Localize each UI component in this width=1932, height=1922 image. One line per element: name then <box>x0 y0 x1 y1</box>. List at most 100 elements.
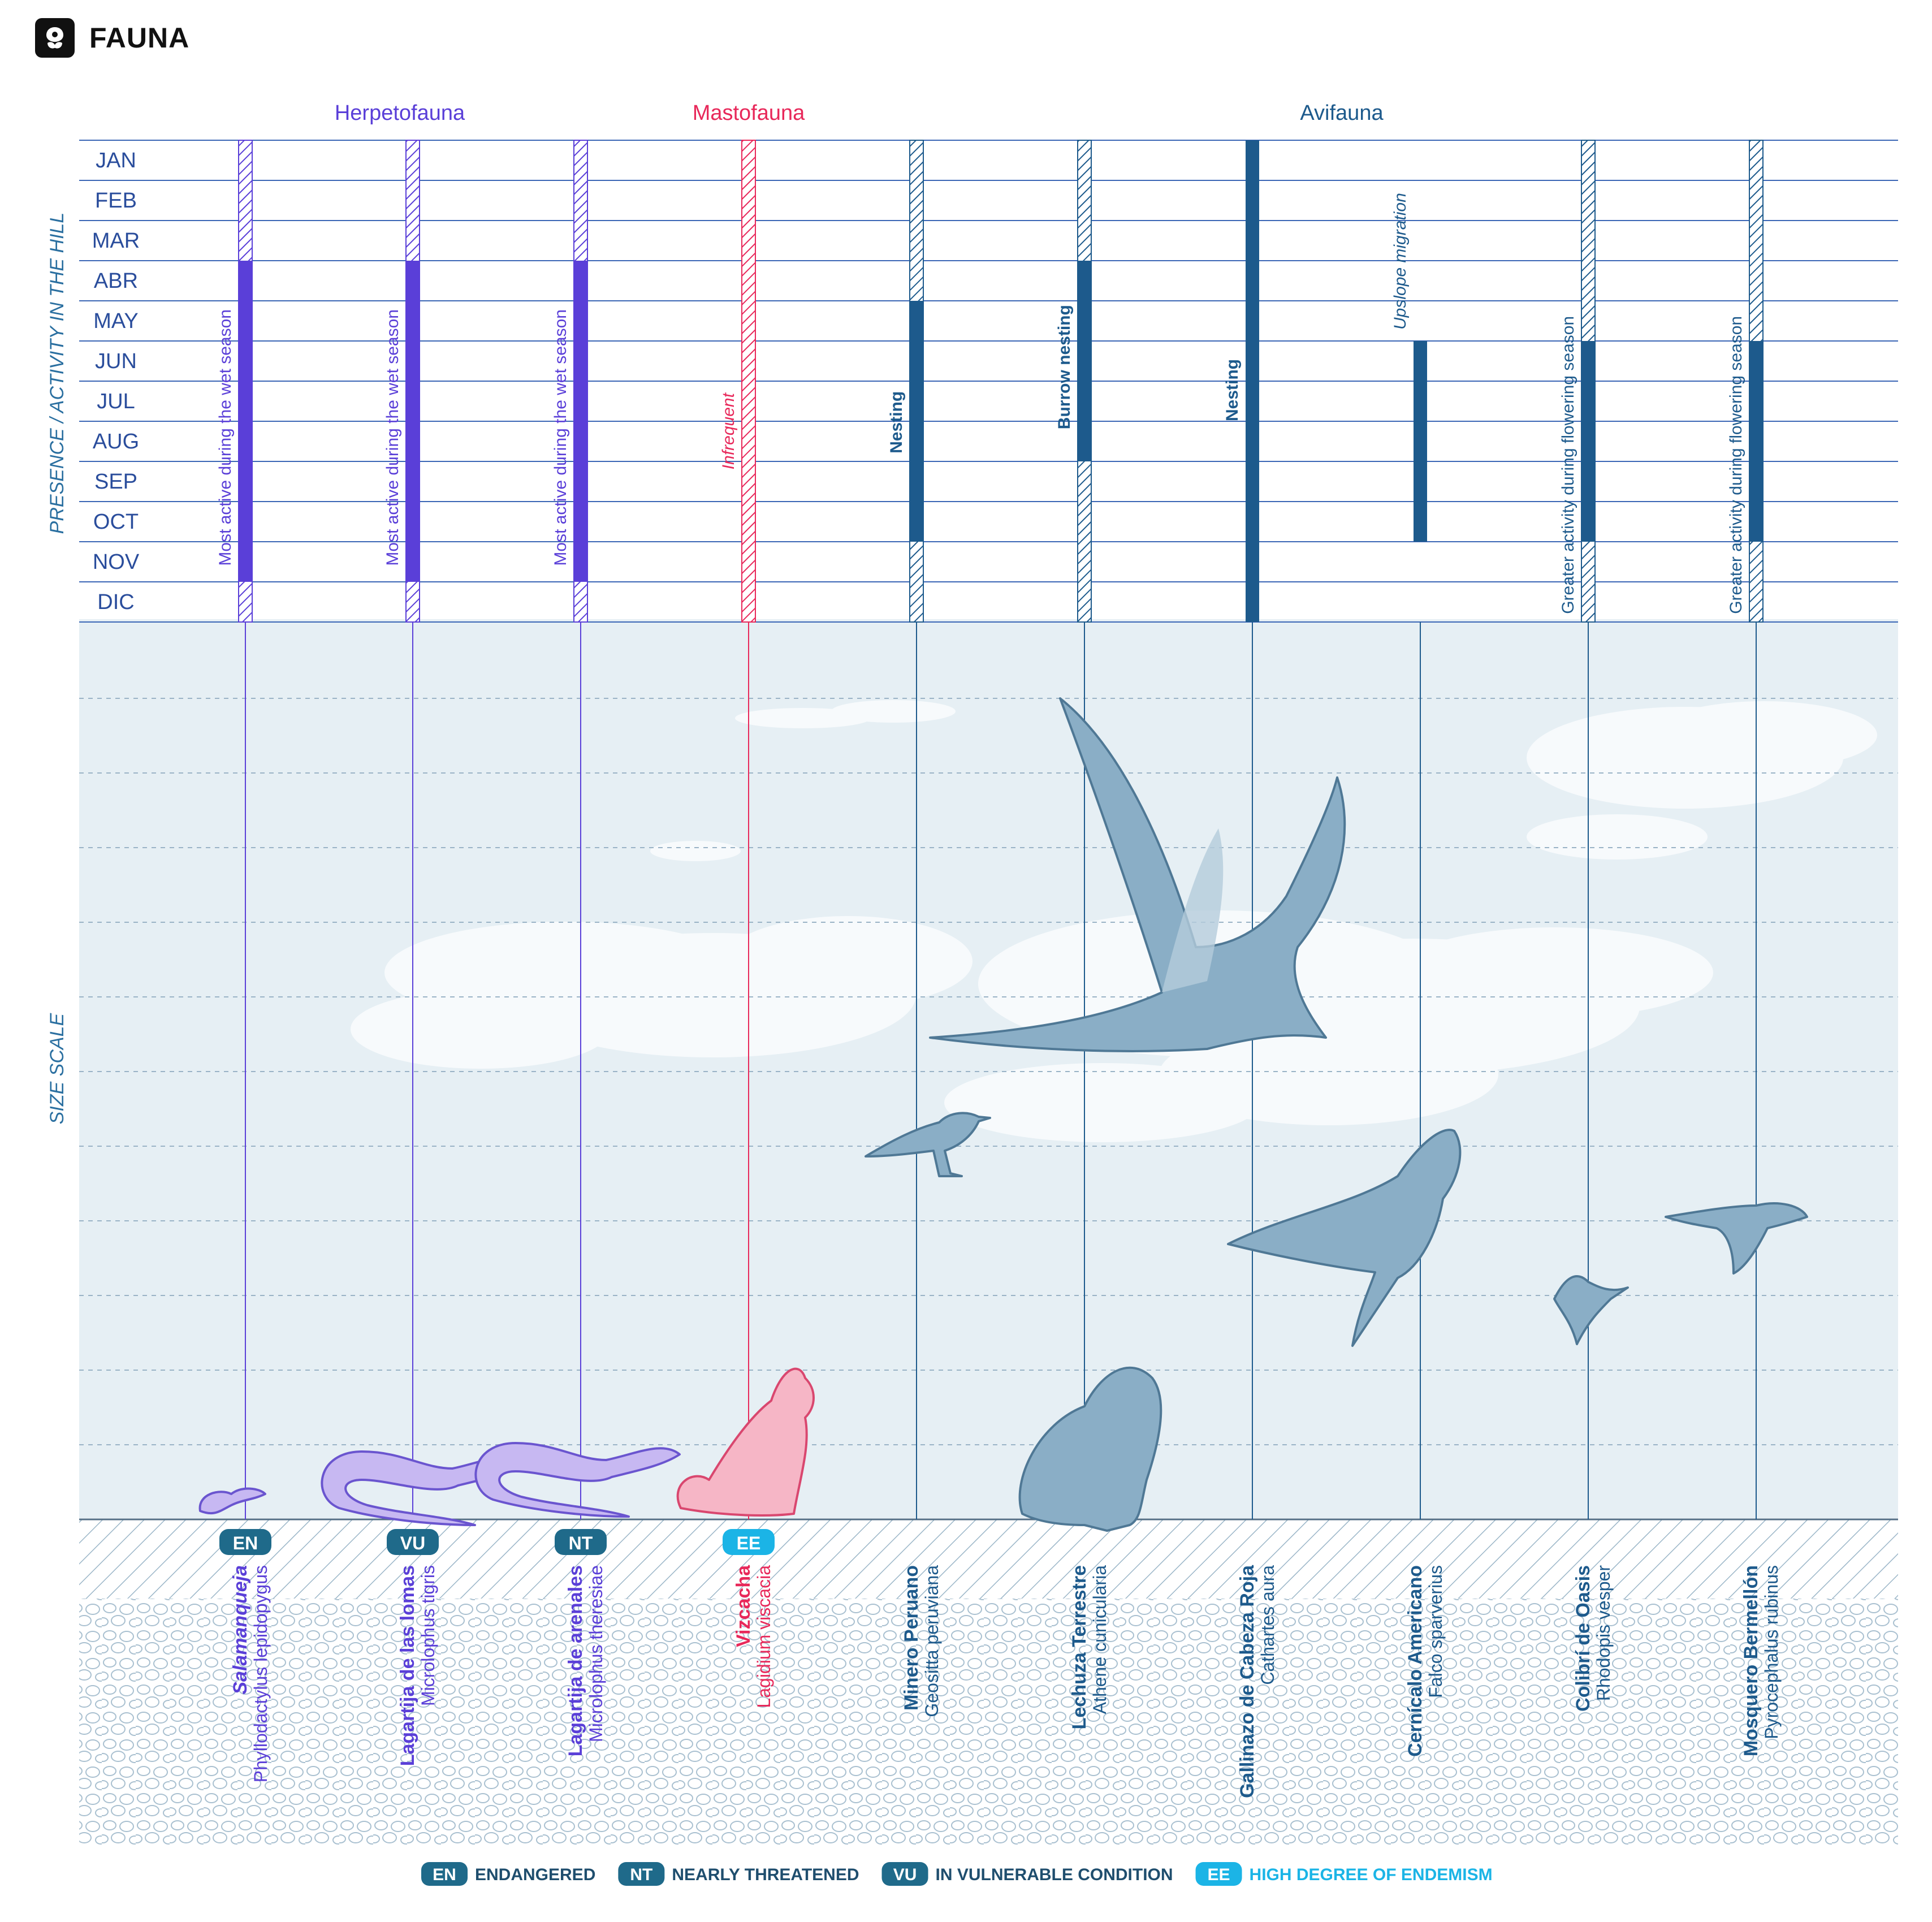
species-note: Greater activity during flowering season <box>1727 316 1745 614</box>
species-common-name: Salamanqueja <box>230 1565 251 1695</box>
species-note: Most active during the wet season <box>383 309 402 566</box>
month-label: MAY <box>93 309 139 333</box>
species-note: Most active during the wet season <box>551 309 570 566</box>
species-scientific-name: Rhodopis vesper <box>1593 1565 1614 1701</box>
page-header: FAUNA <box>35 18 189 58</box>
activity-bar <box>1749 341 1763 542</box>
lizard-icon <box>474 1442 681 1518</box>
species-scientific-name: Falco sparverius <box>1425 1565 1446 1698</box>
species-column: Nesting Gallinazo de Cabeza Roja Cathartes… <box>929 140 1346 1798</box>
species-note: Upslope migration <box>1391 193 1410 330</box>
owl-icon <box>1018 1366 1162 1532</box>
species-column: Most active during the wet season NT Lagar… <box>474 140 681 1756</box>
species-column: Nesting Minero Peruano Geositta peruviana <box>865 140 991 1717</box>
month-grid: JAN FEB MAR ABR MAY JUN JUL AUG SEP OCT NOV DIC <box>79 140 1898 623</box>
gecko-icon <box>198 1487 266 1515</box>
animal-silhouette <box>198 1487 266 1515</box>
kestrel-icon <box>1227 1129 1462 1347</box>
presence-axis-label: PRESENCE / ACTIVITY IN THE HILL <box>46 213 68 534</box>
animal-silhouette <box>474 1442 681 1518</box>
status-badge-code: EE <box>737 1533 761 1553</box>
leaf-icon <box>35 18 75 58</box>
legend-badge <box>421 1862 468 1886</box>
activity-bar <box>574 261 587 582</box>
activity-bar <box>1078 261 1091 461</box>
species-column: Upslope migration Cernícalo Americano Falc… <box>1227 193 1462 1757</box>
month-label: JUN <box>95 349 137 373</box>
legend-code: NT <box>630 1865 652 1884</box>
species-columns: Most active during the wet season EN Salam… <box>198 140 1808 1798</box>
status-badge <box>555 1529 607 1555</box>
lizard-icon <box>321 1450 527 1526</box>
species-common-name: Mosquero Bermellón <box>1740 1565 1762 1756</box>
species-note: Infrequent <box>719 392 738 469</box>
animal-silhouette <box>1665 1202 1808 1275</box>
month-label: OCT <box>93 510 139 534</box>
status-badge-code: VU <box>400 1533 425 1553</box>
month-label: FEB <box>95 189 137 213</box>
hummingbird-icon <box>1553 1275 1629 1345</box>
status-legend: EN ENDANGERED NT NEARLY THREATENED VU IN VULN… <box>421 1862 1493 1886</box>
species-scientific-name: Pyrocephalus rubinus <box>1761 1565 1782 1739</box>
species-column: Most active during the wet season VU Lagar… <box>321 140 527 1766</box>
animal-silhouette <box>1553 1275 1629 1345</box>
species-scientific-name: Phyllodactylus lepidopygus <box>250 1565 271 1782</box>
legend-code: EE <box>1208 1865 1230 1884</box>
species-common-name: Lagartija de arenales <box>565 1565 586 1756</box>
species-column: Greater activity during flowering season… <box>1553 140 1629 1712</box>
activity-bar <box>1581 341 1595 542</box>
vizcacha-icon <box>676 1367 815 1517</box>
species-note: Nesting <box>1223 359 1242 421</box>
miner-bird-icon <box>865 1112 991 1177</box>
legend-badge <box>881 1862 928 1886</box>
animal-silhouette <box>1018 1366 1162 1532</box>
month-label: AUG <box>93 430 139 453</box>
group-label: Herpetofauna <box>335 101 465 125</box>
species-scientific-name: Geositta peruviana <box>922 1565 942 1717</box>
species-note: Most active during the wet season <box>216 309 235 566</box>
legend-label: HIGH DEGREE OF ENDEMISM <box>1250 1865 1493 1884</box>
vulture-icon <box>929 697 1346 1052</box>
species-note: Nesting <box>887 391 906 453</box>
activity-bar <box>239 261 252 582</box>
month-label: SEP <box>94 470 137 494</box>
status-badge-code: EN <box>233 1533 258 1553</box>
month-label: JAN <box>96 149 136 172</box>
species-column: Burrow nesting Lechuza Terrestre Athene cu… <box>1018 140 1162 1729</box>
month-label: MAR <box>92 229 140 253</box>
vulture-wing-highlight <box>1162 828 1224 992</box>
flycatcher-icon <box>1665 1202 1808 1275</box>
legend-code: VU <box>893 1865 917 1884</box>
page-title: FAUNA <box>89 22 190 54</box>
activity-bar <box>1414 341 1427 542</box>
status-badge-code: NT <box>569 1533 593 1553</box>
status-badge <box>387 1529 439 1555</box>
month-label: JUL <box>97 390 135 413</box>
species-common-name: Lagartija de las lomas <box>397 1565 418 1766</box>
species-common-name: Lechuza Terrestre <box>1069 1565 1090 1729</box>
status-badge <box>219 1529 271 1555</box>
animal-silhouette <box>865 1112 991 1177</box>
month-label: ABR <box>94 269 138 293</box>
group-label: Avifauna <box>1300 101 1384 125</box>
species-column: Infrequent EE Vizcacha Lagidium viscacia <box>676 140 815 1708</box>
animal-silhouette <box>1227 1129 1462 1347</box>
species-common-name: Colibrí de Oasis <box>1572 1565 1594 1712</box>
species-scientific-name: Athene cunicularia <box>1090 1565 1110 1714</box>
ground-hatch <box>79 1519 1898 1599</box>
species-column: Greater activity during flowering season… <box>1665 140 1808 1756</box>
animal-silhouette <box>321 1450 527 1526</box>
species-common-name: Vizcacha <box>733 1565 754 1647</box>
species-common-name: Minero Peruano <box>901 1565 922 1711</box>
animal-silhouette <box>676 1367 815 1517</box>
status-badge <box>723 1529 775 1555</box>
species-scientific-name: Cathartes aura <box>1257 1565 1278 1685</box>
species-note: Burrow nesting <box>1055 305 1074 429</box>
species-scientific-name: Microlophus tigris <box>418 1565 438 1706</box>
group-label: Mastofauna <box>693 101 805 125</box>
group-labels: Herpetofauna Mastofauna Avifauna <box>335 101 1384 125</box>
legend-label: NEARLY THREATENED <box>672 1865 859 1884</box>
ground-pebbles <box>79 1599 1898 1847</box>
